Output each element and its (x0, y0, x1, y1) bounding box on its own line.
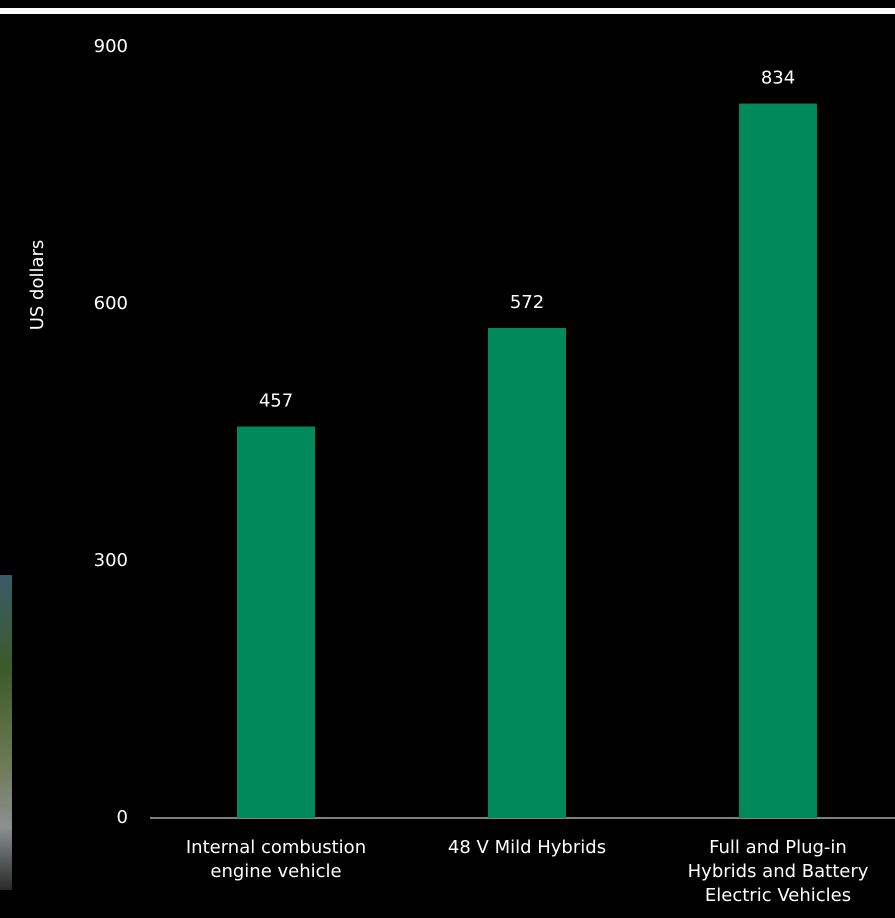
value-label: 457 (259, 391, 293, 412)
value-label: 572 (510, 292, 544, 313)
value-label: 834 (761, 68, 795, 89)
x-tick-label: Internal combustion engine vehicle (185, 837, 367, 882)
bar (739, 103, 817, 819)
y-tick-label: 300 (94, 550, 128, 571)
y-axis-label: US dollars (27, 240, 48, 331)
x-tick-label: 48 V Mild Hybrids (447, 837, 607, 858)
y-tick-label: 0 (117, 807, 128, 828)
bar (237, 426, 315, 818)
y-tick-label: 900 (94, 36, 128, 57)
bar (488, 327, 566, 818)
x-tick-label: Full and Plug-in Hybrids and Battery Ele… (687, 837, 869, 906)
top-rule (0, 8, 895, 14)
y-tick-label: 600 (94, 293, 128, 314)
background-photo-edge (0, 575, 12, 890)
